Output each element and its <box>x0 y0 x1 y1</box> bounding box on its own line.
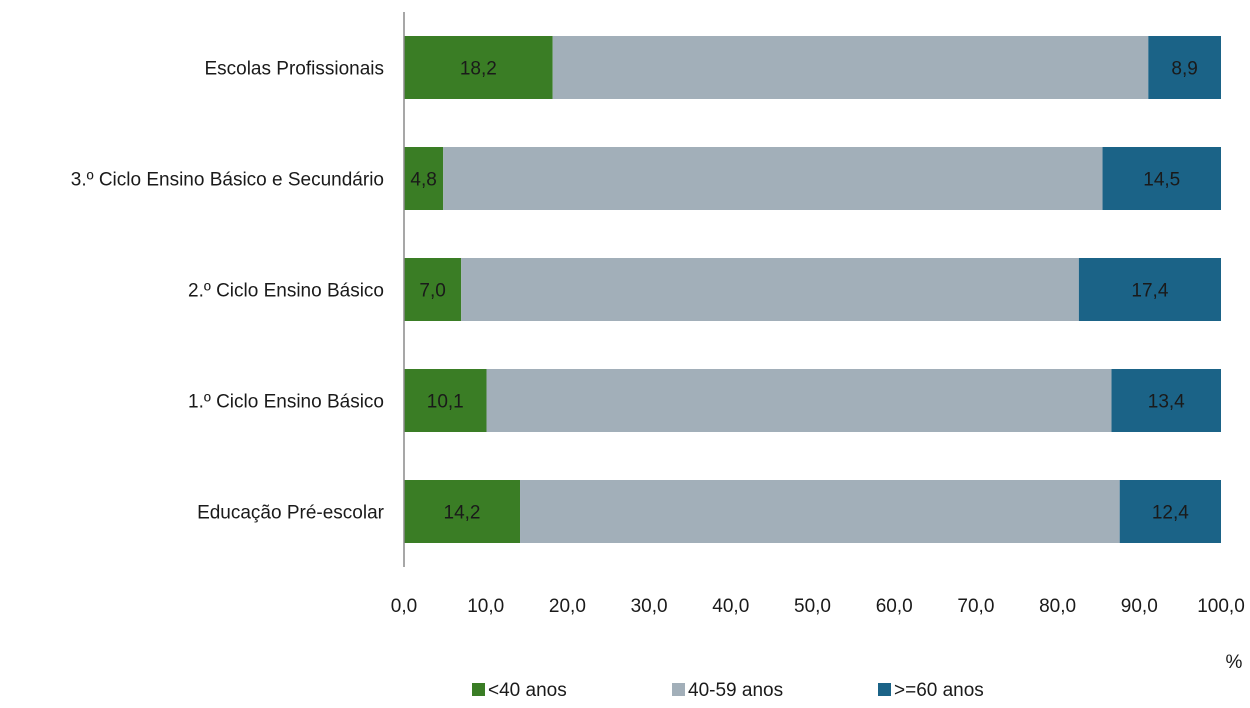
legend-label: <40 anos <box>488 680 567 701</box>
x-tick-label: 20,0 <box>549 596 586 617</box>
category-axis-labels: Escolas Profissionais 3.º Ciclo Ensino Bá… <box>71 59 385 524</box>
data-label: 18,2 <box>460 59 497 80</box>
bar-segment <box>486 369 1112 432</box>
x-tick-label: 100,0 <box>1197 596 1245 617</box>
data-label: 14,5 <box>1143 170 1180 191</box>
x-axis-unit-label: % <box>1226 652 1243 673</box>
category-label: Educação Pré-escolar <box>197 503 385 524</box>
bar-segment <box>461 258 1079 321</box>
x-tick-label: 80,0 <box>1039 596 1076 617</box>
bar-segment <box>404 147 444 210</box>
category-label: 3.º Ciclo Ensino Básico e Secundário <box>71 170 384 191</box>
x-tick-label: 60,0 <box>876 596 913 617</box>
x-tick-label: 70,0 <box>957 596 994 617</box>
bar-segment <box>404 369 487 432</box>
data-label: 8,9 <box>1171 59 1197 80</box>
bar-segment <box>404 258 462 321</box>
legend-label: >=60 anos <box>894 680 984 701</box>
bar-segment <box>1148 36 1221 99</box>
data-label: 7,0 <box>419 281 445 302</box>
data-label: 13,4 <box>1148 392 1185 413</box>
bar-segment <box>404 480 521 543</box>
data-label: 17,4 <box>1131 281 1168 302</box>
bar-segment <box>1102 147 1221 210</box>
x-tick-label: 50,0 <box>794 596 831 617</box>
legend-swatch <box>878 683 891 696</box>
category-label: 2.º Ciclo Ensino Básico <box>188 281 384 302</box>
legend: <40 anos 40-59 anos >=60 anos <box>472 680 984 701</box>
bar-segment <box>1078 258 1221 321</box>
x-tick-label: 0,0 <box>391 596 417 617</box>
category-label: Escolas Profissionais <box>204 59 384 80</box>
bar-segment <box>552 36 1149 99</box>
category-label: 1.º Ciclo Ensino Básico <box>188 392 384 413</box>
x-tick-label: 90,0 <box>1121 596 1158 617</box>
data-label: 14,2 <box>444 503 481 524</box>
data-label: 10,1 <box>427 392 464 413</box>
bar-segment <box>1111 369 1221 432</box>
legend-swatch <box>672 683 685 696</box>
x-tick-label: 30,0 <box>631 596 668 617</box>
bar-segment <box>520 480 1120 543</box>
data-label: 12,4 <box>1152 503 1189 524</box>
x-tick-label: 10,0 <box>467 596 504 617</box>
data-label: 4,8 <box>410 170 436 191</box>
x-axis: 0,0 10,0 20,0 30,0 40,0 50,0 60,0 70,0 80,0 90,0 1… <box>391 12 1245 617</box>
legend-swatch <box>472 683 485 696</box>
plot-area: 18,2 8,9 4,8 14,5 7,0 17,4 10,1 13,4 14,2 12,4 <box>404 36 1221 543</box>
bar-segment <box>443 147 1103 210</box>
bar-segment <box>1119 480 1221 543</box>
bar-segment <box>404 36 553 99</box>
x-tick-label: 40,0 <box>712 596 749 617</box>
legend-label: 40-59 anos <box>688 680 783 701</box>
